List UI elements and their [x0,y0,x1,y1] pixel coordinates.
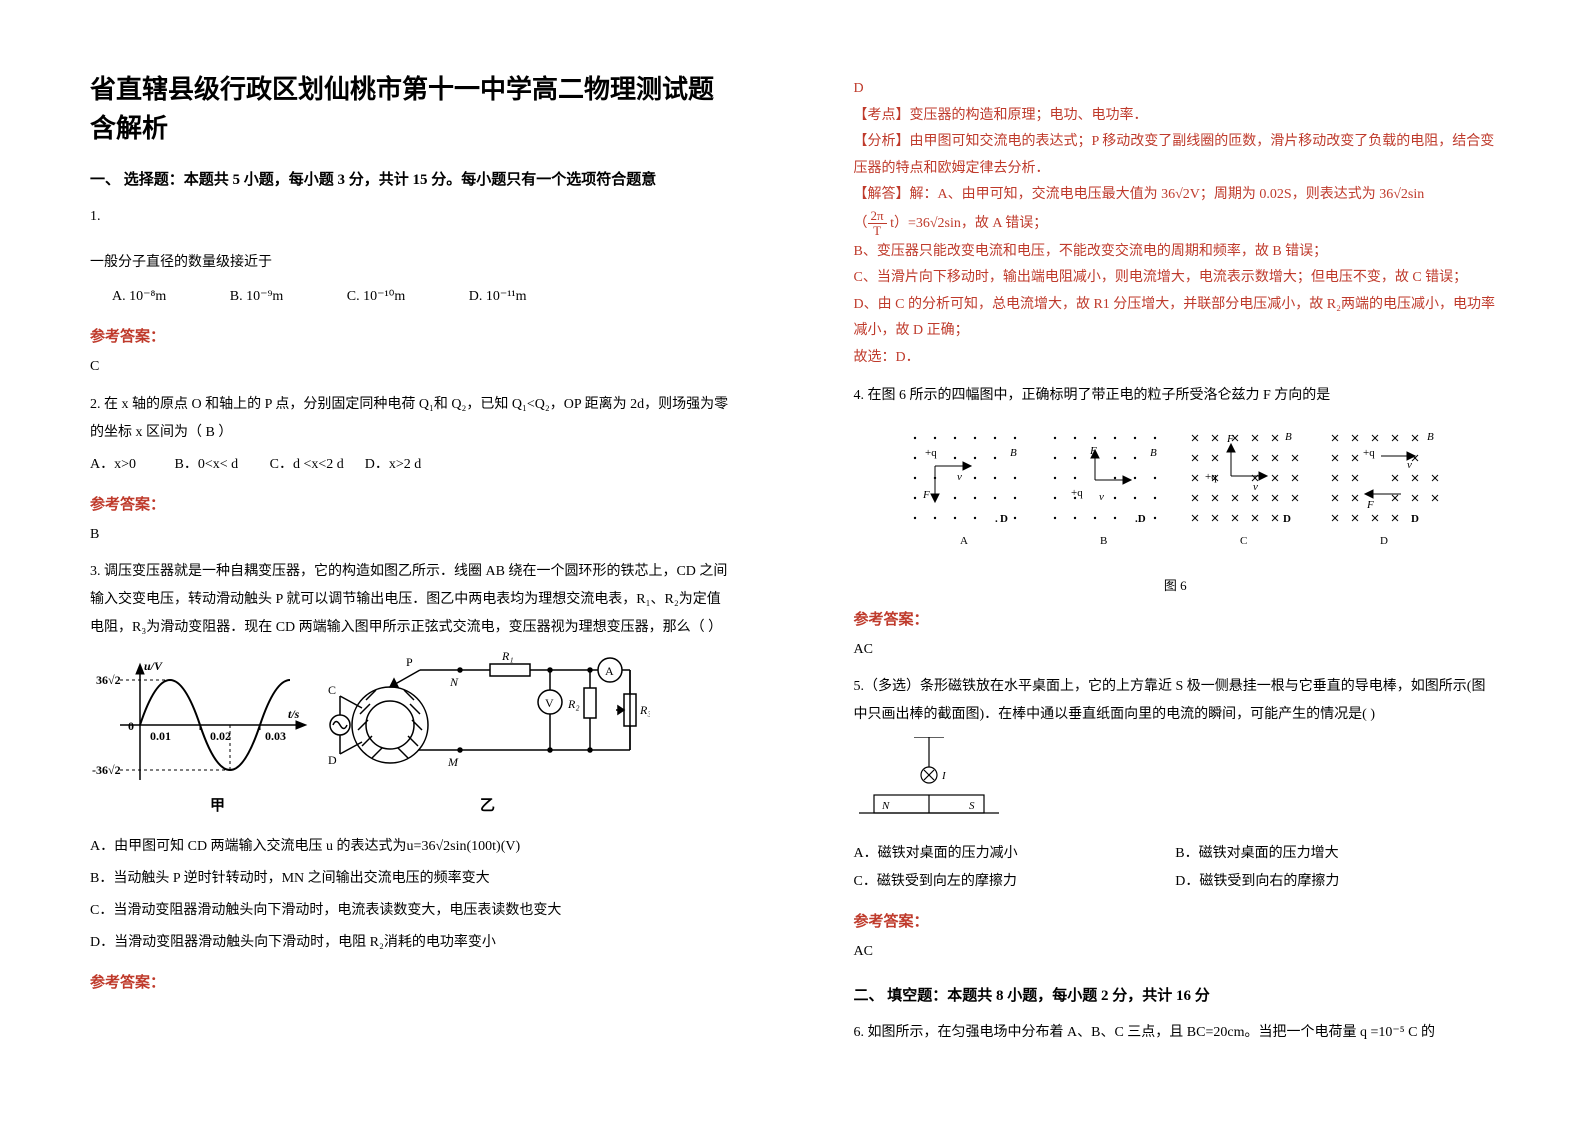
svg-text:.D: .D [1135,513,1146,525]
q3-opt-a: A．由甲图可知 CD 两端输入交流电压 u 的表达式为u=36√2sin(100… [90,833,734,861]
frac-num: 2π [868,209,887,224]
q4c-v: v [1253,481,1258,493]
q5-n: N [881,800,890,812]
q4d-v: v [1407,459,1412,471]
q1-text: 一般分子直径的数量级接近于 [90,249,734,277]
left-column: 省直辖县级行政区划仙桃市第十一中学高二物理测试题含解析 一、 选择题：本题共 5… [0,0,794,1091]
section-2-head: 二、 填空题：本题共 8 小题，每小题 2 分，共计 16 分 [854,984,1498,1005]
q4b-q: +q [1071,487,1083,499]
page-title: 省直辖县级行政区划仙桃市第十一中学高二物理测试题含解析 [90,70,734,148]
section-1-head: 一、 选择题：本题共 5 小题，每小题 3 分，共计 15 分。每小题只有一个选… [90,168,734,189]
q4-caption: 图 6 [854,575,1498,594]
node-m: M [447,755,459,769]
q4a-dot: . [995,513,998,525]
right-column: D 【考点】变压器的构造和原理；电功、电功率． 【分析】由甲图可知交流电的表达式… [794,0,1587,1091]
q3-figure: 36√2 0 -36√2 0.01 0.02 0.03 u/V t/s 甲 [90,650,734,825]
chart-x1: 0.01 [150,729,171,743]
q3-ans-d: D [854,76,1498,103]
q2-answer-label: 参考答案： [90,493,734,514]
q4-answer-label: 参考答案： [854,608,1498,629]
q5-s: S [969,800,975,812]
q5-opt-a: A．磁铁对桌面的压力减小 [854,840,1176,868]
q2-options: A．x>0 B．0<x< d C．d <x<2 d D．x>2 d [90,451,734,479]
node-n: N [449,675,459,689]
chart-yaxis: u/V [144,659,163,673]
label-r2: R₂ [567,697,580,711]
q3-ans-kd: 【考点】变压器的构造和原理；电功、电功率． [854,103,1498,130]
svg-text:D: D [1411,513,1419,525]
svg-text:D: D [1000,513,1008,525]
q4-label-b: B [1100,535,1107,547]
q4a-q: +q [925,447,937,459]
q5-opt-c: C．磁铁受到向左的摩擦力 [854,868,1176,896]
q3-answer-label: 参考答案： [90,971,734,992]
q5-opt-d: D．磁铁受到向右的摩擦力 [1175,868,1497,896]
chart-x2: 0.02 [210,729,231,743]
q4c-f: F [1226,433,1234,445]
q4-answer: AC [854,637,1498,664]
q4c-b: B [1285,431,1292,443]
q5-answer: AC [854,939,1498,966]
q4d-q: +q [1363,447,1375,459]
meter-a: A [605,664,614,678]
q5-i: I [941,770,947,782]
q4b-b: B [1150,447,1157,459]
q1-answer: C [90,354,734,381]
q2-answer: B [90,522,734,549]
q3-jd-tail: t）=36√2sin，故 A 错误； [887,216,1048,231]
q3-jd-lead: 【解答】解：A、由甲可知，交流电电压最大值为 36√2V；周期为 0.02S，则… [854,187,1425,202]
chart-y-mid: 0 [128,719,134,733]
meter-v: V [545,696,554,710]
q1-options: A. 10⁻⁸m B. 10⁻⁹m C. 10⁻¹⁰m D. 10⁻¹¹m [112,283,734,311]
q4a-f: F [922,489,930,501]
node-p: P [406,655,413,669]
q5-text: 5.（多选）条形磁铁放在水平桌面上，它的上方靠近 S 极一侧悬挂一根与它垂直的导… [854,673,1498,729]
q6-text: 6. 如图所示，在匀强电场中分布着 A、B、C 三点，且 BC=20cm。当把一… [854,1019,1498,1047]
q4-figure: +q B v F . D A [854,418,1498,594]
node-d: D [328,753,337,767]
q4a-b: B [1010,447,1017,459]
q1-opt-c: C. 10⁻¹⁰m [347,283,405,311]
q1-answer-label: 参考答案： [90,325,734,346]
svg-text:D: D [1283,513,1291,525]
q3-ans-d2: D、由 C 的分析可知，总电流增大，故 R1 分压增大，并联部分电压减小，故 R… [854,292,1498,345]
q3-ans-c: C、当滑片向下移动时，输出端电阻减小，则电流增大，电流表示数增大；但电压不变，故… [854,265,1498,292]
q4a-v: v [957,471,962,483]
chart-xaxis: t/s [288,707,300,721]
frac-den: T [868,224,887,238]
q4-text: 4. 在图 6 所示的四幅图中，正确标明了带正电的粒子所受洛仑兹力 F 方向的是 [854,382,1498,410]
q3-ans-jd: 【解答】解：A、由甲可知，交流电电压最大值为 36√2V；周期为 0.02S，则… [854,182,1498,238]
q3-opt-c: C．当滑动变阻器滑动触头向下滑动时，电流表读数变大，电压表读数也变大 [90,897,734,925]
q4d-f: F [1366,499,1374,511]
q3-ans-fx: 【分析】由甲图可知交流电的表达式；P 移动改变了副线圈的匝数，滑片移动改变了负载… [854,129,1498,182]
q5-options: A．磁铁对桌面的压力减小 B．磁铁对桌面的压力增大 C．磁铁受到向左的摩擦力 D… [854,840,1498,896]
q1-number: 1. [90,203,734,231]
q5-answer-label: 参考答案： [854,910,1498,931]
chart-y-bot: -36√2 [92,763,121,777]
q4b-v: v [1099,491,1104,503]
q1-opt-d: D. 10⁻¹¹m [469,283,527,311]
chart-y-top: 36√2 [96,673,121,687]
q3-ans-b: B、变压器只能改变电流和电压，不能改变交流电的周期和频率，故 B 错误； [854,239,1498,266]
fig-cap-left: 甲 [210,797,225,814]
q3-ans-sel: 故选：D． [854,345,1498,372]
q3-opt-d: D．当滑动变阻器滑动触头向下滑动时，电阻 R₂消耗的电功率变小 [90,929,734,957]
q4-label-d: D [1380,535,1388,547]
q4-label-c: C [1240,535,1247,547]
q3-opt-b: B．当动触头 P 逆时针转动时，MN 之间输出交流电压的频率变大 [90,865,734,893]
q1-opt-b: B. 10⁻⁹m [230,283,284,311]
q2-text: 2. 在 x 轴的原点 O 和轴上的 P 点，分别固定同种电荷 Q₁和 Q₂，已… [90,391,734,447]
q4-label-a: A [960,535,968,547]
q4c-q: +q [1205,471,1217,483]
fig-cap-right: 乙 [480,798,495,814]
q3-text: 3. 调压变压器就是一种自耦变压器，它的构造如图乙所示．线圈 AB 绕在一个圆环… [90,558,734,642]
q1-opt-a: A. 10⁻⁸m [112,283,166,311]
q5-opt-b: B．磁铁对桌面的压力增大 [1175,840,1497,868]
chart-x3: 0.03 [265,729,286,743]
q4d-b: B [1427,431,1434,443]
q5-figure: I N S [854,737,1498,832]
node-c: C [328,683,336,697]
label-r1: R₁ [501,650,514,663]
label-r3: R₃ [639,703,650,717]
